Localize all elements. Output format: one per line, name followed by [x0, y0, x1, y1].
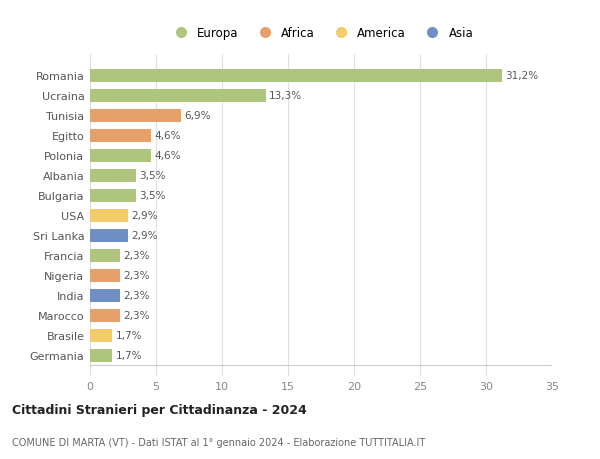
Bar [90, 349, 112, 362]
Bar [90, 150, 151, 162]
Text: 2,3%: 2,3% [124, 270, 150, 280]
Text: COMUNE DI MARTA (VT) - Dati ISTAT al 1° gennaio 2024 - Elaborazione TUTTITALIA.I: COMUNE DI MARTA (VT) - Dati ISTAT al 1° … [12, 437, 425, 447]
Text: 2,3%: 2,3% [124, 251, 150, 261]
Text: 1,7%: 1,7% [116, 350, 142, 360]
Text: 2,3%: 2,3% [124, 291, 150, 301]
Text: 6,9%: 6,9% [184, 111, 211, 121]
Bar [90, 129, 151, 142]
Bar [90, 70, 502, 83]
Text: 31,2%: 31,2% [505, 71, 538, 81]
Bar [90, 289, 121, 302]
Text: 2,9%: 2,9% [131, 211, 158, 221]
Text: 2,3%: 2,3% [124, 310, 150, 320]
Text: 4,6%: 4,6% [154, 131, 181, 141]
Bar [90, 269, 121, 282]
Text: 4,6%: 4,6% [154, 151, 181, 161]
Text: 3,5%: 3,5% [139, 171, 166, 181]
Bar [90, 329, 112, 342]
Text: 13,3%: 13,3% [269, 91, 302, 101]
Legend: Europa, Africa, America, Asia: Europa, Africa, America, Asia [164, 22, 478, 45]
Bar [90, 309, 121, 322]
Bar [90, 169, 136, 182]
Bar [90, 229, 128, 242]
Bar [90, 249, 121, 262]
Text: 3,5%: 3,5% [139, 191, 166, 201]
Bar [90, 90, 266, 102]
Bar [90, 209, 128, 222]
Bar [90, 189, 136, 202]
Bar [90, 110, 181, 123]
Text: Cittadini Stranieri per Cittadinanza - 2024: Cittadini Stranieri per Cittadinanza - 2… [12, 403, 307, 416]
Text: 1,7%: 1,7% [116, 330, 142, 340]
Text: 2,9%: 2,9% [131, 231, 158, 241]
